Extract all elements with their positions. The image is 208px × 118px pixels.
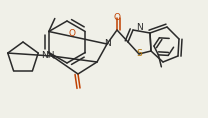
Text: N: N [105, 40, 111, 48]
Text: O: O [114, 13, 120, 21]
Text: N: N [137, 23, 143, 32]
Text: NH: NH [41, 51, 55, 61]
Text: O: O [68, 29, 76, 38]
Text: S: S [136, 49, 142, 59]
